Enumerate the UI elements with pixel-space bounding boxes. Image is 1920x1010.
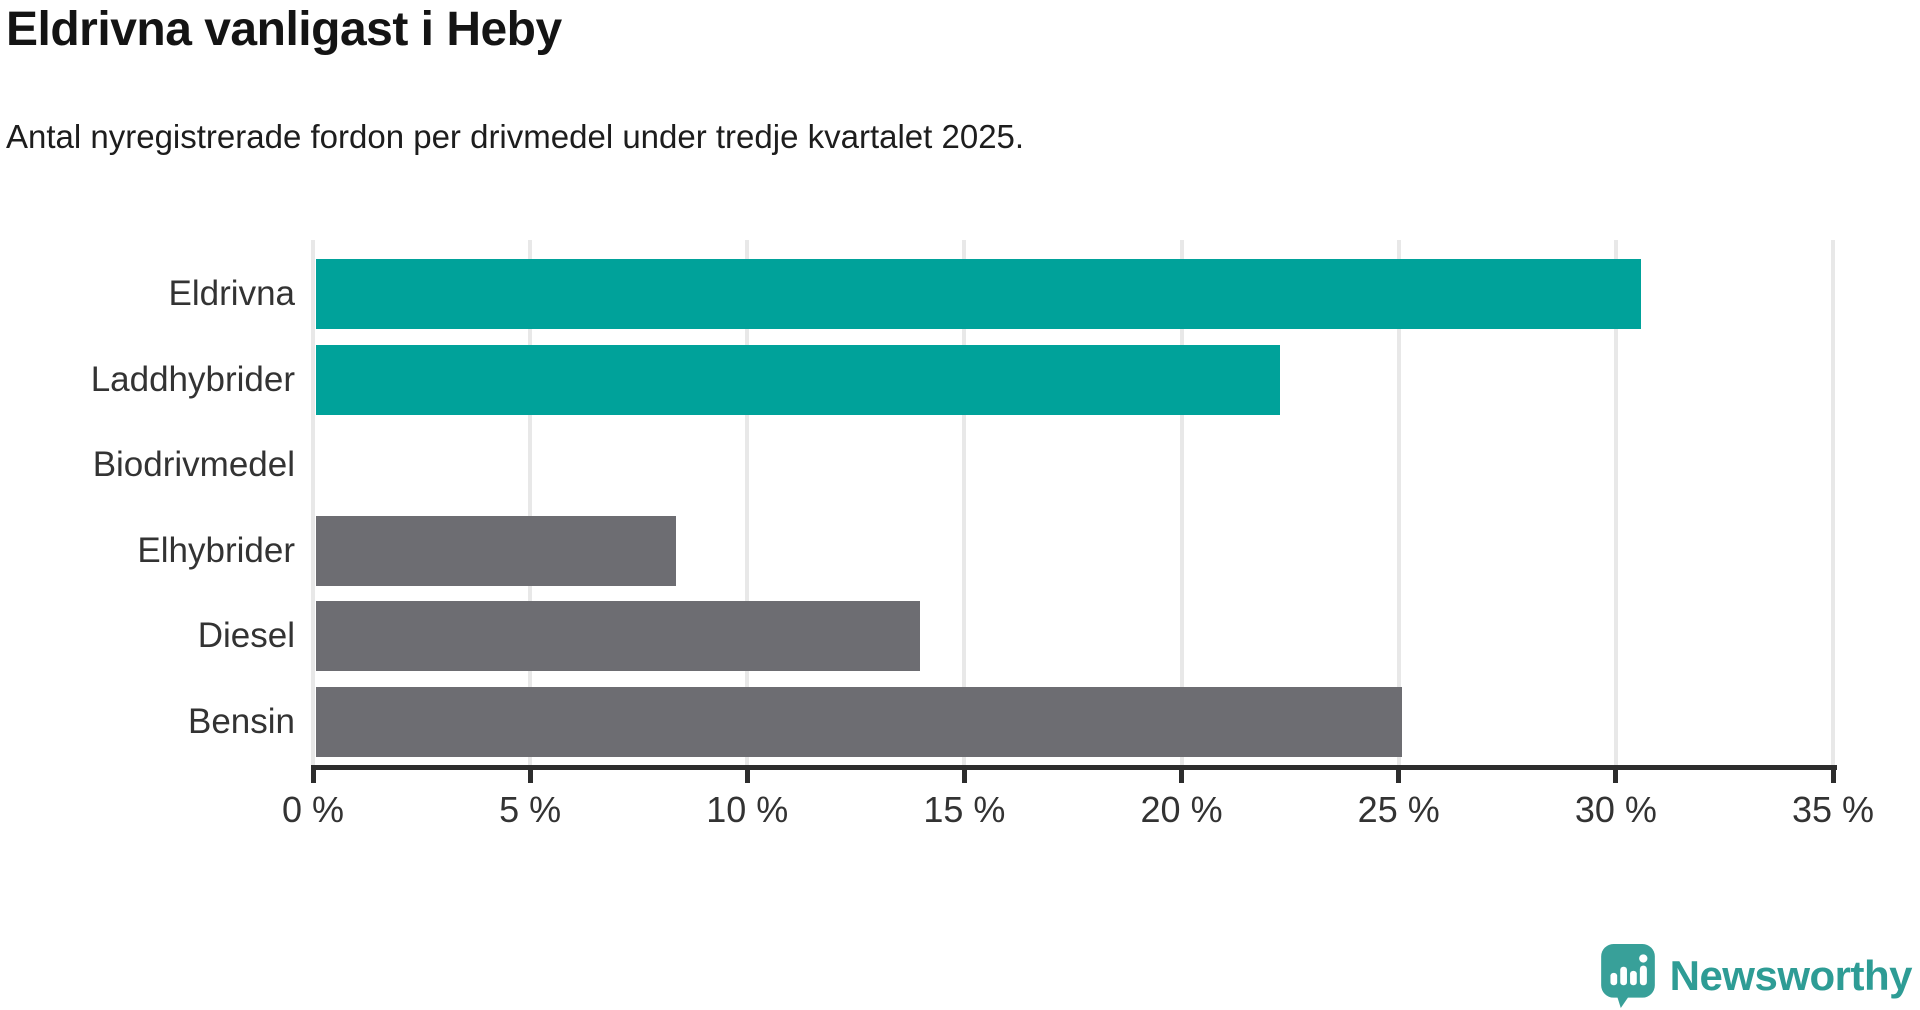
x-tick-mark-15	[961, 770, 967, 783]
x-tick-mark-0	[310, 770, 316, 783]
category-label-biodrivmedel: Biodrivmedel	[92, 445, 295, 485]
bar-laddhybrider	[316, 344, 1281, 415]
x-tick-label-30: 30 %	[1574, 789, 1657, 830]
x-tick-mark-30	[1613, 770, 1619, 783]
bar-diesel	[316, 601, 920, 672]
plot-area	[311, 240, 1835, 765]
gridline-0-percent	[311, 240, 315, 765]
gridline-25-percent	[1396, 240, 1401, 765]
gridline-35-percent	[1831, 240, 1835, 765]
newsworthy-logo-text: Newsworthy	[1669, 952, 1913, 999]
bar-eldrivna	[316, 259, 1641, 329]
x-tick-mark-10	[744, 770, 750, 783]
bar-bensin	[316, 687, 1402, 757]
gridline-15-percent	[962, 240, 967, 765]
x-tick-mark-20	[1179, 770, 1185, 783]
x-tick-label-35: 35 %	[1791, 789, 1875, 830]
gridline-30-percent	[1613, 240, 1618, 765]
x-axis-line	[311, 765, 1837, 770]
page-title: Eldrivna vanligast i Heby	[6, 3, 562, 56]
category-label-diesel: Diesel	[197, 616, 295, 656]
category-label-eldrivna: Eldrivna	[168, 274, 295, 313]
x-tick-label-25: 25 %	[1357, 789, 1440, 830]
category-label-laddhybrider: Laddhybrider	[90, 359, 295, 399]
newsworthy-speech-bubble-icon	[1600, 944, 1655, 1008]
gridline-20-percent	[1179, 240, 1184, 765]
page-subtitle: Antal nyregistrerade fordon per drivmede…	[6, 118, 1025, 155]
x-tick-mark-5	[527, 770, 533, 783]
x-tick-label-20: 20 %	[1140, 789, 1223, 830]
x-tick-mark-25	[1396, 770, 1402, 783]
category-label-elhybrider: Elhybrider	[137, 530, 295, 570]
x-tick-label-15: 15 %	[923, 789, 1006, 830]
gridline-10-percent	[745, 240, 750, 765]
newsworthy-logo[interactable]: Newsworthy	[1600, 944, 1913, 1008]
category-label-bensin: Bensin	[187, 702, 295, 741]
category-axis-labels: Eldrivna Laddhybrider Biodrivmedel Elhybrid…	[0, 240, 295, 765]
x-tick-label-5: 5 %	[499, 789, 562, 830]
gridline-5-percent	[528, 240, 533, 765]
x-tick-label-10: 10 %	[706, 789, 789, 830]
x-tick-label-0: 0 %	[281, 789, 345, 830]
x-tick-mark-35	[1830, 770, 1836, 783]
bar-elhybrider	[316, 515, 677, 586]
